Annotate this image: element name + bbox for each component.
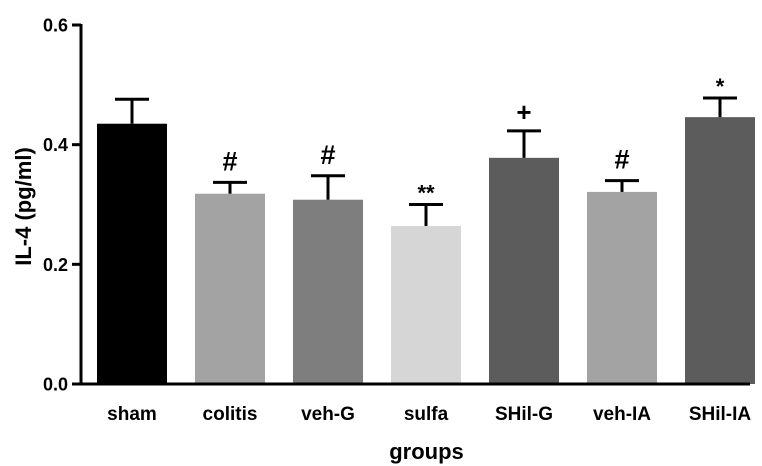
- bar-sulfa: [391, 226, 461, 384]
- significance-annotations: # # ** + # *: [222, 74, 724, 206]
- bar-sham: [97, 123, 167, 384]
- bars: [97, 117, 755, 384]
- x-category-label: sulfa: [404, 404, 449, 425]
- bar-veh-IA: [587, 191, 657, 384]
- bar-SHil-G: [489, 157, 559, 384]
- x-category-label: SHil-G: [495, 404, 553, 425]
- significance-annotation: *: [716, 74, 725, 99]
- y-tick-label: 0.0: [43, 375, 68, 395]
- x-axis-title: groups: [389, 439, 464, 464]
- significance-annotation: **: [417, 181, 435, 206]
- bar-SHil-IA: [685, 117, 755, 384]
- y-tick-label: 0.6: [43, 16, 68, 36]
- significance-annotation: #: [614, 145, 629, 175]
- significance-annotation: +: [516, 97, 531, 127]
- y-axis-title: IL-4 (pg/ml): [11, 147, 36, 266]
- x-category-label: veh-IA: [593, 404, 651, 425]
- y-axis-ticks: 0.0 0.2 0.4 0.6: [43, 16, 81, 395]
- x-category-label: colitis: [203, 404, 258, 425]
- x-category-label: SHil-IA: [689, 404, 752, 425]
- significance-annotation: #: [320, 140, 335, 170]
- x-category-label: veh-G: [301, 404, 355, 425]
- error-bars: [115, 96, 737, 227]
- y-tick-label: 0.4: [43, 135, 68, 155]
- significance-annotation: #: [222, 146, 237, 176]
- x-axis-category-labels: sham colitis veh-G sulfa SHil-G veh-IA SHil-IA: [107, 404, 751, 425]
- bar-veh-G: [293, 199, 363, 384]
- bar-colitis: [195, 193, 265, 384]
- y-tick-label: 0.2: [43, 255, 68, 275]
- x-category-label: sham: [107, 404, 157, 425]
